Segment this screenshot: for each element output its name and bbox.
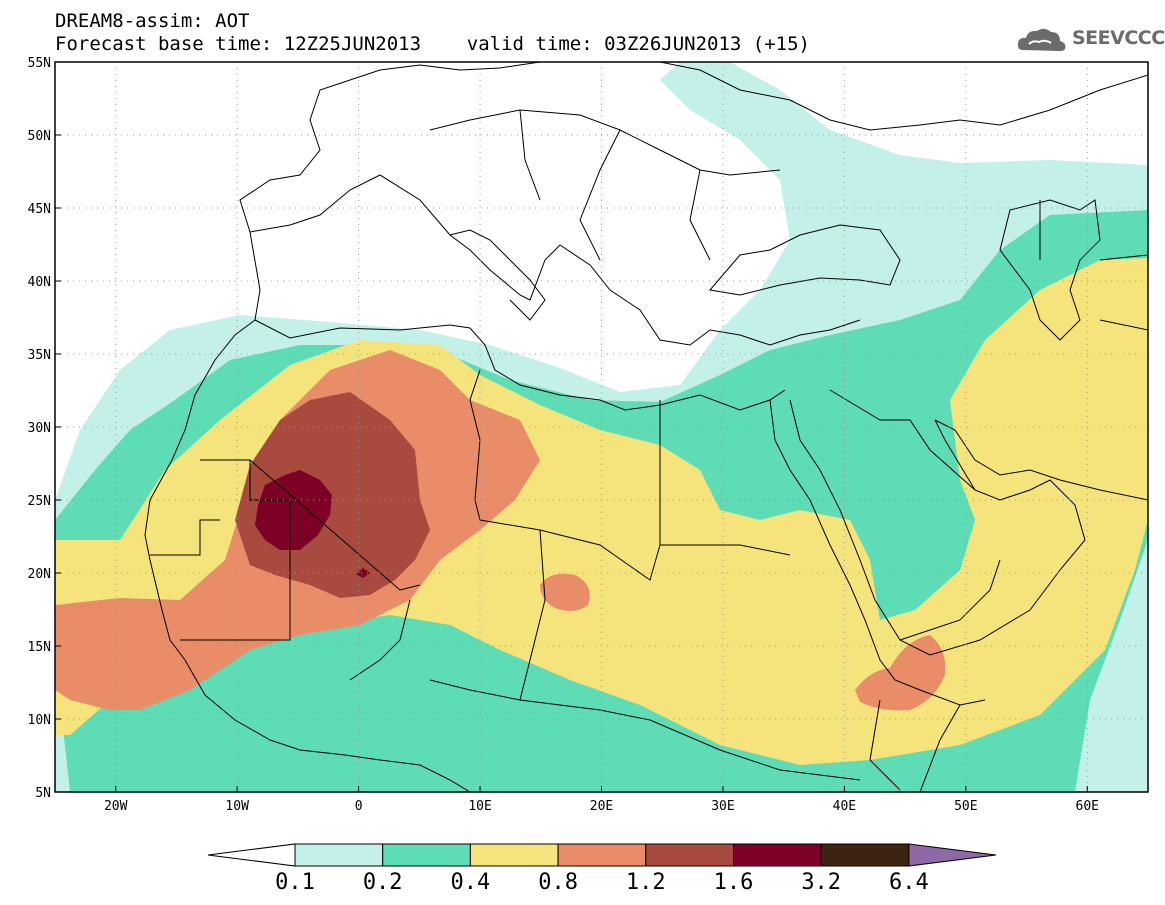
tick-label-lat: 25N <box>28 494 51 509</box>
colorbar-segment <box>382 843 471 867</box>
tick-label-lon: 50E <box>954 799 977 814</box>
cloud-icon <box>1017 28 1066 51</box>
coastline-africa-west <box>144 231 471 792</box>
tick-label-lon: 30E <box>711 799 734 814</box>
tick-label-lat: 40N <box>28 275 51 290</box>
tick-label-lat: 30N <box>28 421 51 436</box>
contour-blob-1.6-small <box>356 568 370 578</box>
colorbar-segment <box>820 843 910 867</box>
colorbar-label: 0.2 <box>363 870 403 895</box>
coastline-italy <box>449 229 546 321</box>
coastline-redsea <box>769 399 986 706</box>
colorbar-label: 6.4 <box>889 870 929 895</box>
colorbar-arrow-high <box>908 843 996 867</box>
colorbar-label: 0.1 <box>275 870 315 895</box>
colorbar-label: 1.6 <box>714 870 754 895</box>
tick-label-lon: 60E <box>1076 799 1099 814</box>
colorbar-segment <box>645 843 734 867</box>
colorbar-label: 0.8 <box>538 870 578 895</box>
coastlines-borders <box>144 62 1148 792</box>
colorbar-segment <box>557 843 647 867</box>
coastline-scandinavia-east <box>659 62 1148 131</box>
map-ticks: 20W 10W 0 10E 20E 30E 40E 50E 60E 5N 10N 15N 20N 25N 3… <box>28 56 1100 814</box>
contour-blob-0.8-chad <box>540 573 590 611</box>
border-sahara-2 <box>249 459 421 591</box>
border-arabia-2 <box>899 559 1001 641</box>
coastline-caspian <box>999 199 1101 341</box>
tick-label-lon: 0 <box>355 799 363 814</box>
chart-title: DREAM8-assim: AOT <box>55 10 250 32</box>
border-east-africa <box>869 699 961 792</box>
border-sahara-5 <box>519 529 546 701</box>
tick-label-lon: 10E <box>468 799 491 814</box>
tick-label-lat: 20N <box>28 567 51 582</box>
tick-label-lon: 10W <box>225 799 249 814</box>
tick-label-lon: 20E <box>590 799 613 814</box>
contour-band-1.6 <box>255 470 332 550</box>
colorbar-segment <box>469 843 559 867</box>
border-arabia <box>829 389 976 491</box>
colorbar-label: 3.2 <box>801 870 841 895</box>
border-sahara-1 <box>180 459 291 641</box>
colorbar-label: 0.4 <box>451 870 491 895</box>
tick-label-lat: 5N <box>35 786 51 801</box>
border-sahel <box>150 519 220 556</box>
colorbar-segment <box>733 843 822 867</box>
coastline-blacksea <box>709 224 901 296</box>
tick-label-lat: 45N <box>28 202 51 217</box>
border-sahel-2 <box>429 679 861 781</box>
coastline-africa-north <box>254 319 786 411</box>
tick-label-lat: 10N <box>28 713 51 728</box>
coastline-arabia <box>789 399 1086 656</box>
colorbar-arrow-low <box>207 843 296 867</box>
colorbar-label: 1.2 <box>626 870 666 895</box>
coastline-iran <box>934 419 1148 501</box>
coastline-med-north <box>249 174 861 346</box>
border-europe <box>429 109 781 261</box>
colorbar-segment <box>294 843 384 867</box>
coastline-europe-west <box>239 62 541 233</box>
chart-subtitle: Forecast base time: 12Z25JUN2013 valid t… <box>55 33 810 55</box>
border-sahara-6 <box>349 599 411 681</box>
tick-label-lat: 55N <box>28 56 51 71</box>
tick-label-lat: 15N <box>28 640 51 655</box>
tick-label-lat: 35N <box>28 348 51 363</box>
tick-label-lat: 50N <box>28 129 51 144</box>
tick-label-lon: 20W <box>104 799 128 814</box>
logo-text: SEEVCCC <box>1072 27 1165 49</box>
border-central-asia <box>1039 200 1148 331</box>
colorbar: 0.1 0.2 0.4 0.8 1.2 1.6 3.2 6.4 <box>207 843 996 895</box>
tick-label-lon: 40E <box>833 799 856 814</box>
